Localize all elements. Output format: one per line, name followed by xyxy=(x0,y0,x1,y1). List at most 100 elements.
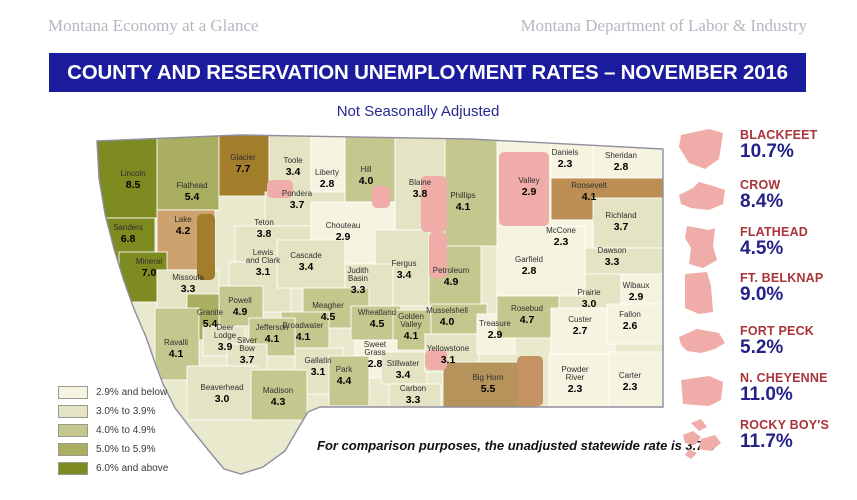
county-label: Sanders xyxy=(113,223,143,232)
reservation-shape-icon xyxy=(679,182,725,210)
county-rate: 4.2 xyxy=(176,225,191,237)
county-rate: 2.9 xyxy=(488,329,503,341)
county-label: Roosevelt xyxy=(571,181,607,190)
county-liberty xyxy=(310,135,346,203)
reservation-item-flathead: FLATHEAD 4.5% xyxy=(678,225,856,273)
reservation-rate: 11.0% xyxy=(740,384,793,405)
statewide-rate-footnote: For comparison purposes, the unadjusted … xyxy=(317,438,716,453)
county-label: Basin xyxy=(348,274,368,283)
county-label: Cascade xyxy=(290,251,322,260)
county-fallon xyxy=(606,303,663,345)
county-rate: 4.0 xyxy=(359,175,374,187)
county-label: and Clark xyxy=(246,256,281,265)
reservation-overlay-rocky-boys xyxy=(372,186,390,208)
reservation-overlay-n-cheyenne-patch xyxy=(517,356,543,406)
reservation-overlay-fort-peck xyxy=(499,152,549,226)
county-label: Lodge xyxy=(214,331,237,340)
county-label: Wheatland xyxy=(358,308,396,317)
county-label: Valley xyxy=(400,320,421,329)
county-label: Richland xyxy=(605,211,636,220)
reservation-overlay-blackfeet-edge xyxy=(267,180,293,198)
county-label: Musselshell xyxy=(426,306,468,315)
county-rate: 2.3 xyxy=(558,158,573,170)
county-rate: 2.6 xyxy=(623,320,638,332)
county-rate: 4.1 xyxy=(296,331,311,343)
county-rate: 2.3 xyxy=(623,381,638,393)
legend-label: 3.0% to 3.9% xyxy=(96,406,156,417)
county-rate: 3.4 xyxy=(397,269,412,281)
reservation-name: FLATHEAD xyxy=(740,225,809,239)
reservation-shape-icon xyxy=(679,329,725,353)
county-rate: 4.5 xyxy=(370,318,385,330)
county-label: Powell xyxy=(228,296,252,305)
county-rate: 2.7 xyxy=(573,325,588,337)
county-rate: 2.3 xyxy=(554,236,569,248)
map-subtitle: Not Seasonally Adjusted xyxy=(336,103,500,120)
county-rate: 5.4 xyxy=(203,318,218,330)
county-rate: 3.1 xyxy=(441,354,456,366)
county-label: Phillips xyxy=(450,191,475,200)
county-label: Valley xyxy=(518,176,539,185)
county-label: Bow xyxy=(239,344,255,353)
county-label: Missoula xyxy=(172,273,204,282)
legend-item-0: 2.9% and below xyxy=(58,383,168,402)
county-carbon xyxy=(388,383,442,409)
county-label: Rosebud xyxy=(511,304,543,313)
reservation-name: ROCKY BOY'S xyxy=(740,418,829,432)
county-label: Prairie xyxy=(577,288,601,297)
county-rate: 3.4 xyxy=(299,261,314,273)
county-label: Garfield xyxy=(515,255,543,264)
county-rate: 3.0 xyxy=(582,298,597,310)
legend-item-1: 3.0% to 3.9% xyxy=(58,402,168,421)
county-rate: 4.1 xyxy=(169,348,184,360)
county-label: Fallon xyxy=(619,310,641,319)
county-phillips xyxy=(444,135,498,247)
county-rate: 4.9 xyxy=(444,276,459,288)
legend-swatch xyxy=(58,462,88,475)
reservation-shape-icon xyxy=(685,226,717,268)
county-flathead xyxy=(156,135,220,211)
county-rate: 2.8 xyxy=(614,161,629,173)
department-title: Montana Department of Labor & Industry xyxy=(520,16,807,35)
county-label: Stillwater xyxy=(387,359,420,368)
county-label: Sheridan xyxy=(605,151,637,160)
county-rate: 4.5 xyxy=(321,311,336,323)
county-rate: 3.3 xyxy=(406,394,421,406)
county-rate: 3.3 xyxy=(181,283,196,295)
county-rate: 4.7 xyxy=(520,314,535,326)
reservation-rate: 5.2% xyxy=(740,337,784,358)
county-label: Granite xyxy=(197,308,224,317)
county-wibaux xyxy=(620,273,663,305)
map-title: COUNTY AND RESERVATION UNEMPLOYMENT RATE… xyxy=(67,60,788,84)
county-label: Teton xyxy=(254,218,274,227)
county-label: Jefferson xyxy=(256,323,289,332)
county-rate: 4.3 xyxy=(271,396,286,408)
reservation-name: FT. BELKNAP xyxy=(740,271,824,285)
reservation-item-n-cheyenne: N. CHEYENNE 11.0% xyxy=(678,371,856,419)
publication-title: Montana Economy at a Glance xyxy=(48,16,259,35)
county-label: Deer xyxy=(216,323,234,332)
county-label: Big Horn xyxy=(472,373,503,382)
county-rate: 3.3 xyxy=(351,284,366,296)
legend-swatch xyxy=(58,424,88,437)
county-label: Ravalli xyxy=(164,338,188,347)
county-label: Park xyxy=(336,365,353,374)
county-rate: 4.1 xyxy=(582,191,597,203)
reservation-overlay-flathead-res-strip xyxy=(197,214,215,280)
county-label: Gallatin xyxy=(304,356,331,365)
county-label: Fergus xyxy=(392,259,417,268)
reservation-shape-icon xyxy=(685,272,713,314)
legend-swatch xyxy=(58,443,88,456)
county-rate: 3.8 xyxy=(257,228,272,240)
reservation-item-crow: CROW 8.4% xyxy=(678,178,856,226)
county-rate: 3.7 xyxy=(614,221,629,233)
county-rate: 2.9 xyxy=(629,291,644,303)
legend-swatch xyxy=(58,405,88,418)
county-rate: 3.8 xyxy=(413,188,428,200)
county-label: Carbon xyxy=(400,384,426,393)
county-label: Grass xyxy=(364,348,385,357)
county-label: Sweet xyxy=(364,340,387,349)
county-rate: 3.7 xyxy=(290,199,305,211)
